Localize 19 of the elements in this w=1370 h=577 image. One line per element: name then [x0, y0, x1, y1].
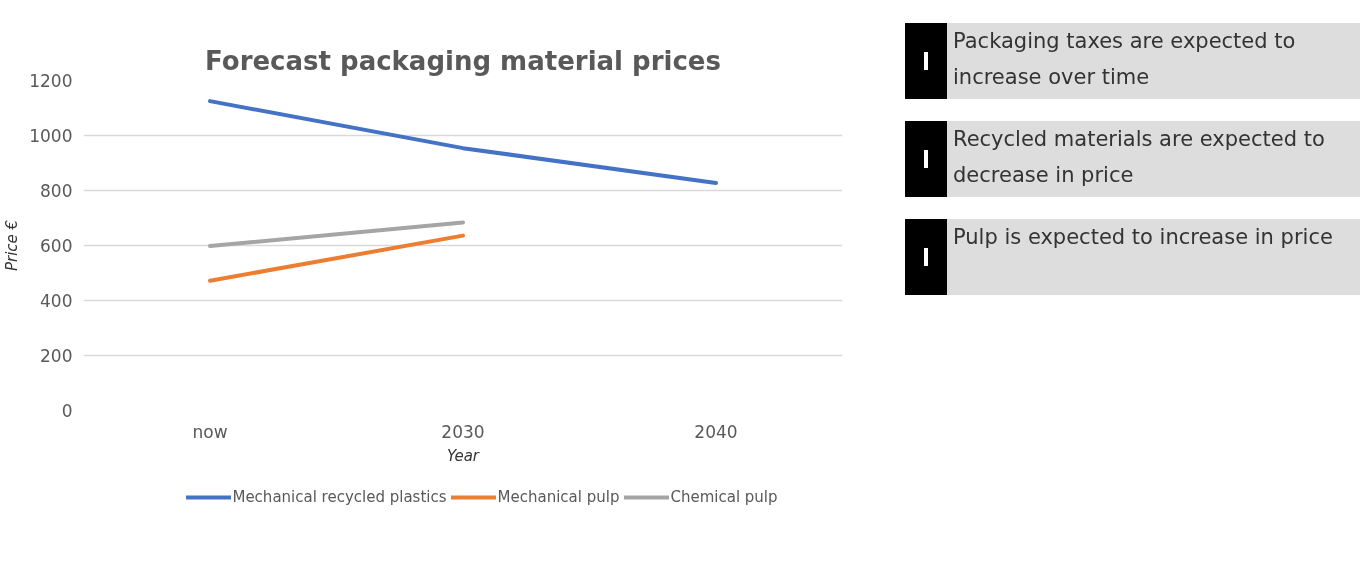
x-tick-label: now — [192, 421, 228, 442]
x-axis-title: Year — [446, 446, 480, 465]
chart-title: Forecast packaging material prices — [205, 45, 721, 76]
y-tick-label: 0 — [61, 401, 73, 421]
text: Recycled materials are expected to decrease in price — [947, 121, 1360, 197]
legend-label: Chemical pulp — [670, 488, 778, 506]
y-tick-label: 400 — [40, 291, 73, 311]
y-tick-label: 600 — [40, 236, 73, 256]
legend-label: Mechanical recycled plastics — [232, 488, 447, 506]
y-tick-label: 1000 — [29, 126, 73, 146]
x-tick-label: 2030 — [441, 421, 485, 442]
text: Pulp is expected to increase in price — [947, 219, 1360, 295]
x-tick-label: 2040 — [694, 421, 738, 442]
y-axis-title: Price € — [3, 219, 22, 272]
y-tick-label: 200 — [40, 346, 73, 366]
legend-label: Mechanical pulp — [497, 488, 620, 506]
y-tick-label: 800 — [40, 181, 73, 201]
text: Packaging taxes are expected to increase over time — [947, 23, 1360, 99]
y-tick-label: 1200 — [29, 71, 73, 91]
